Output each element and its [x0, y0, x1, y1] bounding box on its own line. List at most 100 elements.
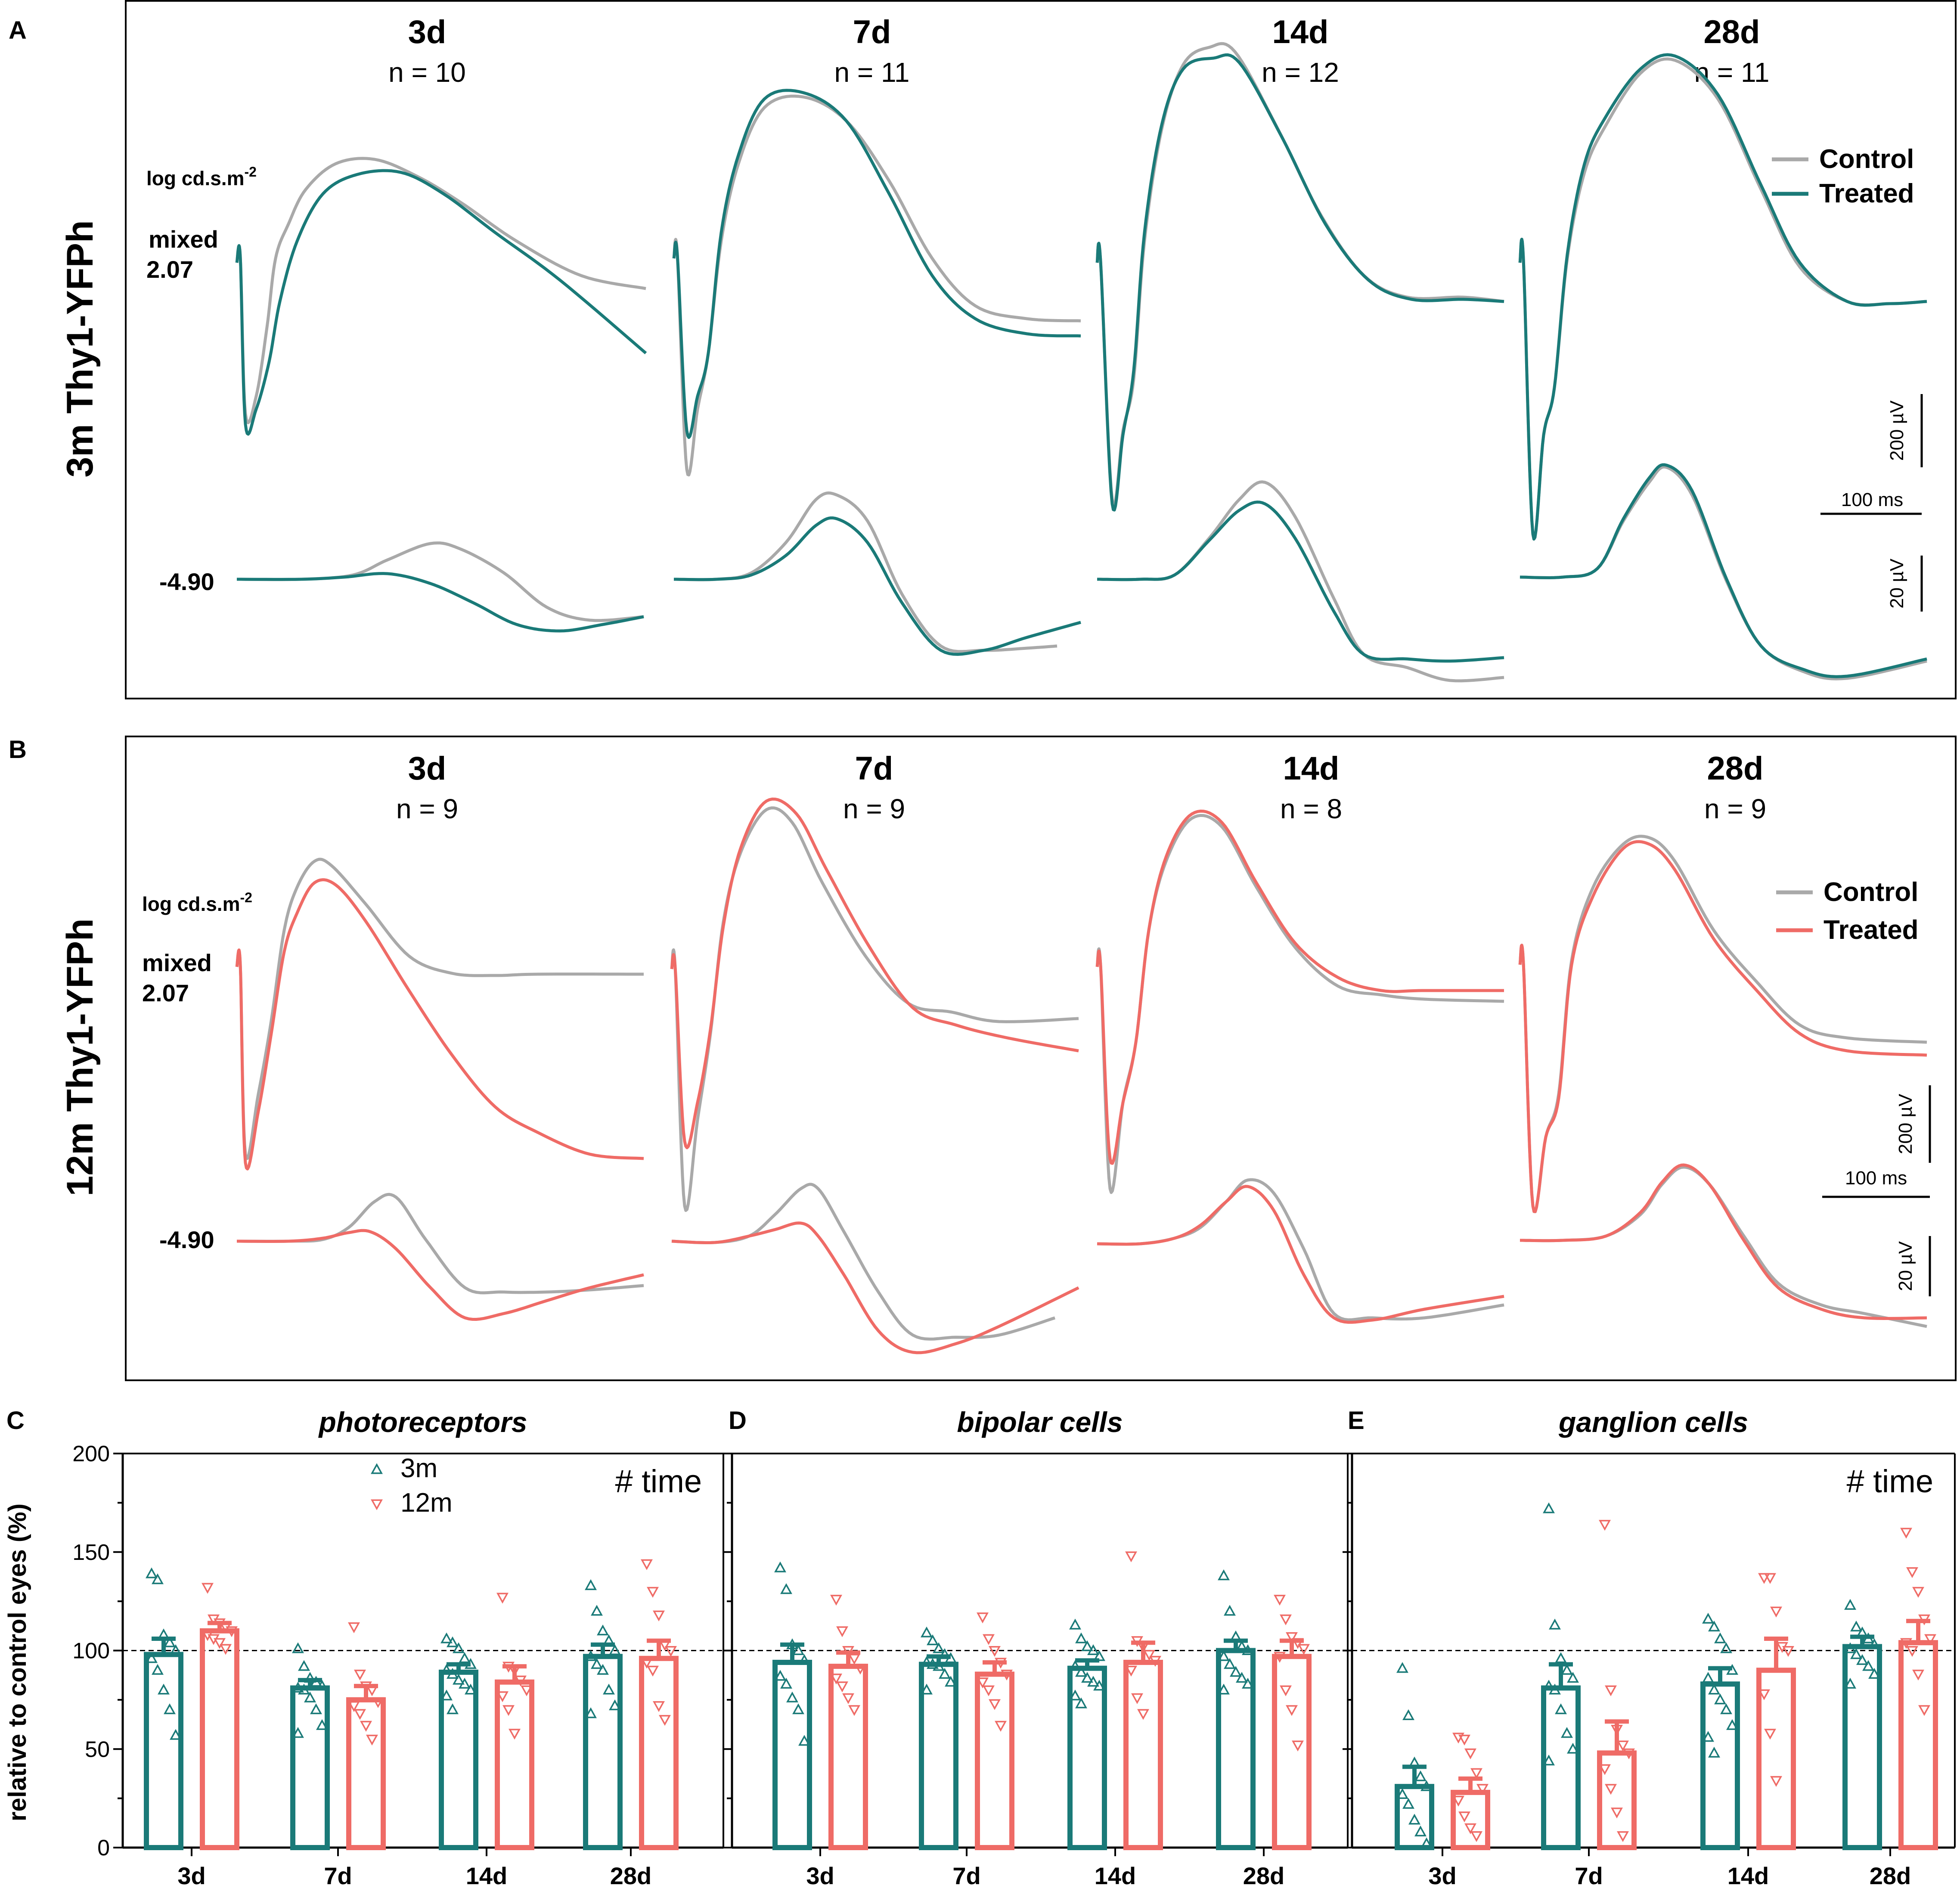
data-point [647, 1665, 659, 1677]
data-point [591, 1658, 603, 1669]
data-point [447, 1636, 459, 1647]
bar-charts: photoreceptors 0 50 100 150 200 3d 7d 14d 28d # ti… [72, 1406, 1956, 1889]
data-point [465, 1658, 477, 1669]
significance-annotation: # time [615, 1463, 702, 1499]
data-point [1464, 1748, 1476, 1760]
data-point [1856, 1654, 1868, 1665]
data-point [164, 1636, 176, 1647]
panel-title: photoreceptors [318, 1406, 527, 1438]
bar-12m-3d [1451, 1789, 1490, 1850]
x-tick-label: 3d [806, 1862, 834, 1889]
scalebar-200uv-label-b: 200 µV [1895, 1093, 1916, 1154]
panel-a-title-1: 3d [408, 14, 447, 50]
data-point [366, 1734, 378, 1746]
data-point [836, 1626, 848, 1637]
mixed-label-b: mixed [142, 949, 212, 976]
data-point [1567, 1671, 1579, 1683]
data-point [1844, 1599, 1856, 1610]
data-point [1286, 1632, 1298, 1643]
data-point [1714, 1632, 1726, 1643]
mixed-b-control-trace-1 [235, 857, 644, 1160]
legend-label-3m: 3m [400, 1454, 437, 1483]
data-point [453, 1674, 465, 1685]
data-point [1292, 1638, 1304, 1649]
data-point [354, 1709, 366, 1720]
legend-marker-3m [371, 1463, 383, 1474]
data-point [1470, 1768, 1482, 1779]
data-point [603, 1683, 615, 1695]
data-point [170, 1644, 182, 1656]
data-point [1844, 1642, 1856, 1653]
data-point [1567, 1742, 1579, 1754]
mixed-label-a: mixed [149, 226, 218, 253]
panel-label-b: B [9, 736, 27, 764]
data-point [1555, 1652, 1567, 1663]
bar-3m-7d [1541, 1685, 1581, 1851]
data-point [310, 1676, 322, 1687]
mixed-a-treated-trace-3 [1095, 53, 1504, 512]
data-point [842, 1693, 854, 1704]
y-tick-label: 100 [72, 1639, 110, 1664]
data-point [1274, 1652, 1286, 1663]
data-point [1137, 1642, 1149, 1653]
data-point [1549, 1618, 1561, 1630]
data-point [585, 1579, 597, 1590]
data-point [1476, 1784, 1489, 1795]
intensity-unit-a: log cd.s.m-2 [146, 164, 257, 189]
data-point [304, 1671, 316, 1683]
panel-b-title-4: 28d [1707, 750, 1764, 787]
data-point [792, 1703, 804, 1715]
data-point [1758, 1689, 1770, 1700]
dim-value-b: -4.90 [159, 1226, 214, 1253]
erg-traces-a [235, 42, 1927, 683]
data-point [1623, 1748, 1635, 1760]
data-point [152, 1664, 164, 1675]
data-point [164, 1703, 176, 1715]
x-tick-label: 28d [1243, 1862, 1285, 1889]
y-axis-label: relative to control eyes (%) [3, 1503, 31, 1821]
data-point [1702, 1612, 1714, 1624]
dim-a-treated-trace-2 [674, 516, 1081, 656]
data-point [1131, 1636, 1143, 1647]
data-point [585, 1707, 597, 1718]
data-point [348, 1701, 360, 1712]
data-point [1402, 1798, 1414, 1809]
data-point [1900, 1528, 1912, 1539]
data-point [1850, 1648, 1862, 1659]
data-point [509, 1729, 521, 1740]
data-point [354, 1669, 366, 1681]
data-point [798, 1654, 810, 1665]
x-tick-label: 28d [1870, 1862, 1911, 1889]
data-point [1242, 1644, 1254, 1656]
data-point [1224, 1605, 1236, 1616]
erg-traces-b [235, 797, 1927, 1354]
scalebar-200uv-label-a: 200 µV [1886, 400, 1907, 461]
data-point [933, 1660, 945, 1671]
data-point [836, 1681, 848, 1693]
data-point [1918, 1705, 1930, 1716]
mixed-a-control-trace-4 [1518, 57, 1927, 541]
data-point [1131, 1693, 1143, 1704]
data-point [1075, 1697, 1087, 1708]
data-point [609, 1699, 621, 1711]
data-point [1543, 1755, 1555, 1766]
mixed-a-control-trace-1 [235, 157, 646, 424]
data-point [1844, 1677, 1856, 1689]
dim-b-treated-trace-1 [237, 1229, 644, 1321]
data-point [202, 1583, 214, 1594]
data-point [977, 1612, 989, 1624]
bar-12m-28d [639, 1656, 679, 1851]
mixed-b-control-trace-2 [670, 806, 1079, 1212]
data-point [1069, 1618, 1081, 1630]
data-point [641, 1559, 653, 1570]
data-point [1001, 1669, 1013, 1681]
data-point [447, 1668, 459, 1679]
y-tick-label: 200 [72, 1441, 110, 1466]
legend-label-12m: 12m [400, 1488, 453, 1518]
data-point [927, 1634, 939, 1646]
data-point [995, 1658, 1007, 1669]
x-tick-label: 14d [1095, 1862, 1136, 1889]
data-point [774, 1561, 786, 1572]
data-point [360, 1721, 372, 1732]
panel-e-chart: ganglion cells 3d 7d 14d 28d # time [1343, 1406, 1956, 1889]
